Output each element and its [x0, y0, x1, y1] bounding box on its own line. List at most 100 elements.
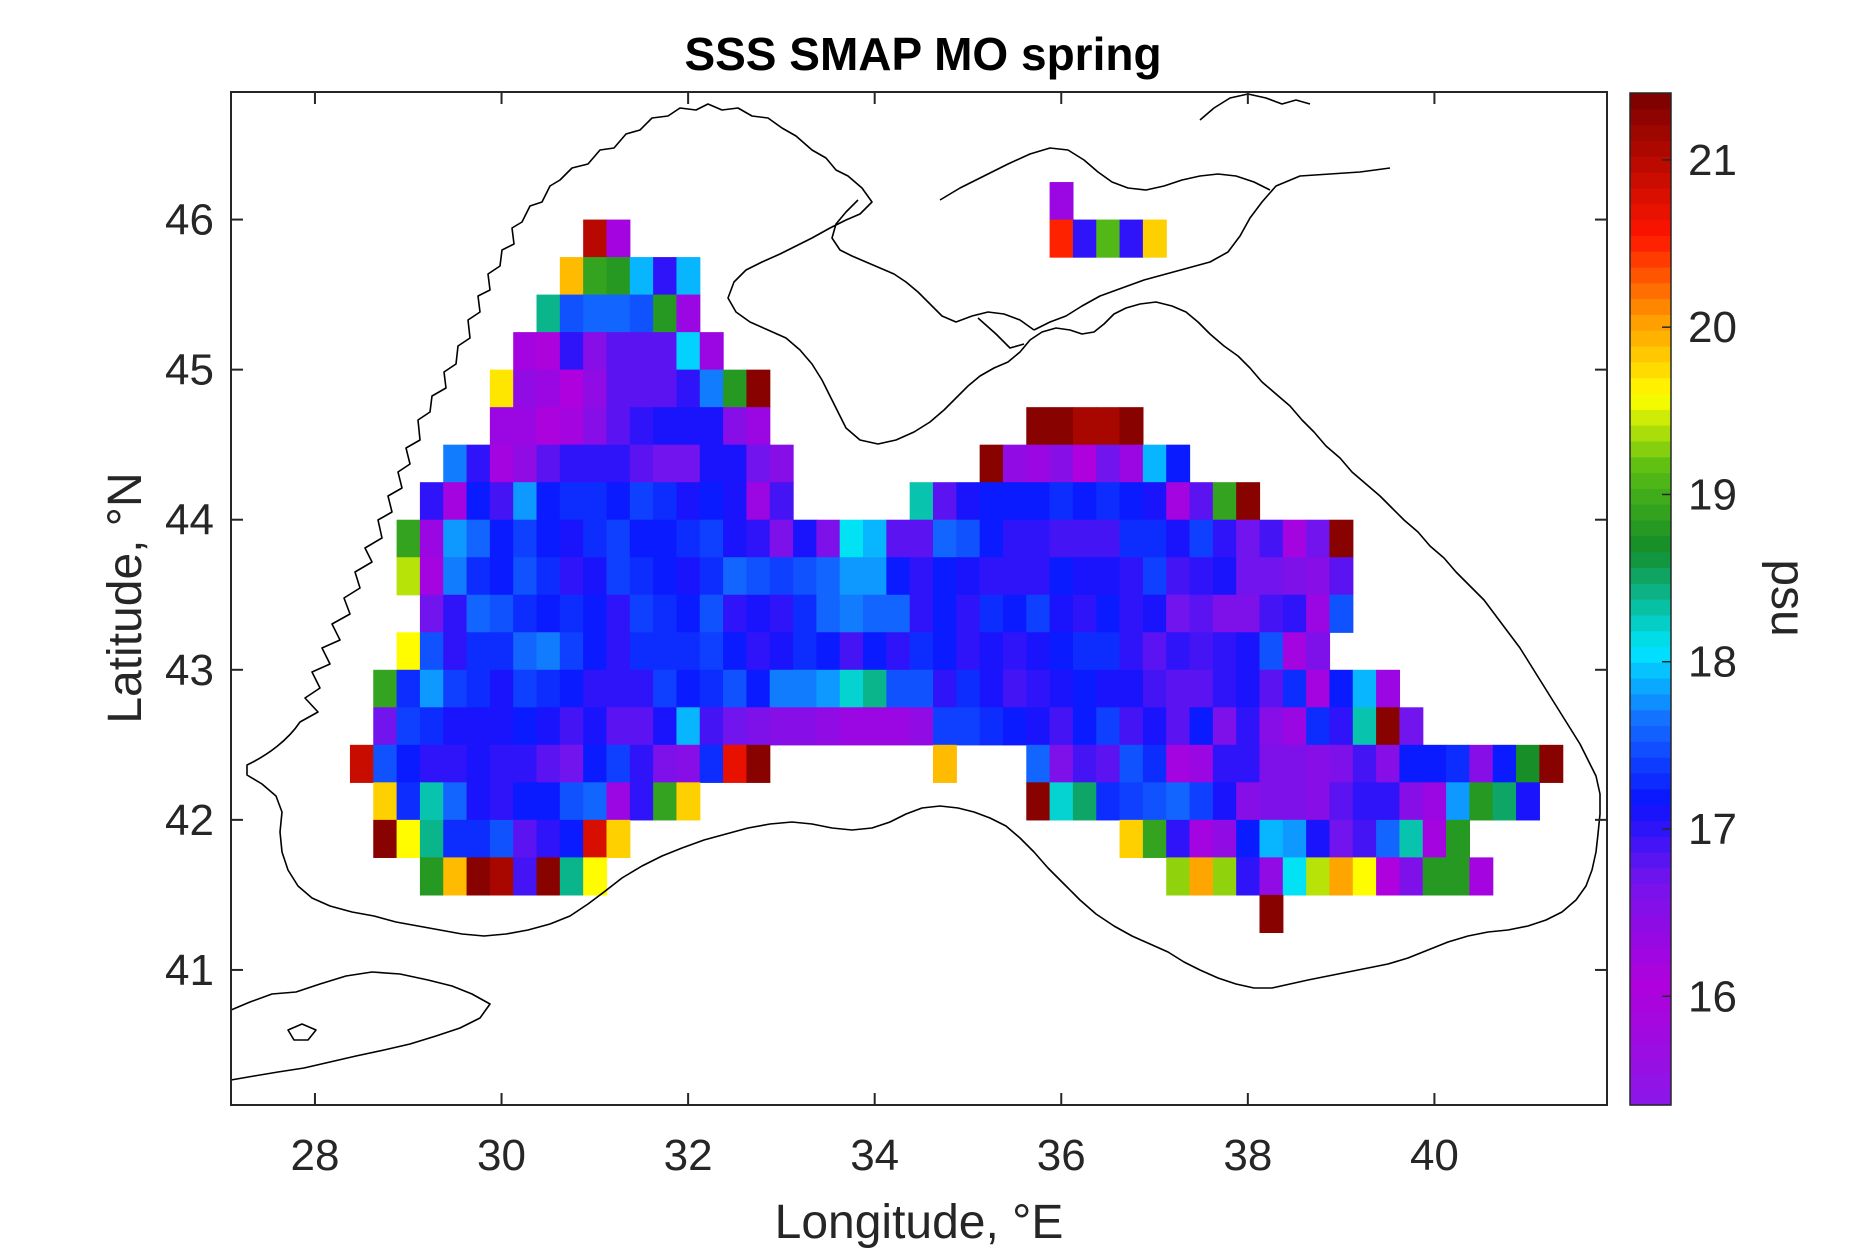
- cell-r12-s0-c3: [466, 632, 491, 671]
- cell-r8-s0-c9: [629, 482, 654, 521]
- cell-r16-s1-c8: [1212, 782, 1237, 821]
- cell-r11-s0-c8: [606, 594, 631, 633]
- cell-r16-s0-c7: [536, 782, 561, 821]
- cell-r15-s1-c0: [932, 744, 957, 783]
- cell-r11-s0-c20: [886, 594, 911, 633]
- cell-r16-s1-c11: [1282, 782, 1307, 821]
- cell-r12-s0-c0: [396, 632, 421, 671]
- cell-r13-s0-c13: [676, 669, 701, 708]
- cell-r9-s0-c37: [1259, 519, 1284, 558]
- cell-r18-s0-c7: [583, 857, 608, 896]
- x-tick-label-1: 30: [477, 1131, 526, 1180]
- cell-r13-s0-c31: [1096, 669, 1121, 708]
- cell-r13-s0-c40: [1306, 669, 1331, 708]
- cell-r13-s0-c39: [1282, 669, 1307, 708]
- cell-r4-s0-c0: [513, 332, 538, 371]
- cell-r8-s0-c11: [676, 482, 701, 521]
- colorbar-tick-label-0: 16: [1688, 972, 1737, 1021]
- cell-r17-s0-c6: [513, 819, 538, 858]
- cell-r8-s0-c1: [443, 482, 468, 521]
- cell-r12-s0-c36: [1236, 632, 1261, 671]
- cell-r10-s0-c4: [489, 557, 514, 596]
- cell-r9-s0-c36: [1236, 519, 1261, 558]
- cell-r16-s1-c15: [1376, 782, 1401, 821]
- cell-r12-s0-c1: [419, 632, 444, 671]
- cell-r14-s0-c15: [723, 707, 748, 746]
- cell-r12-s0-c39: [1306, 632, 1331, 671]
- cell-r13-s0-c9: [583, 669, 608, 708]
- colorbar-band-44: [1630, 393, 1671, 410]
- cell-r15-s0-c15: [699, 744, 724, 783]
- cell-r12-s0-c5: [513, 632, 538, 671]
- cell-r18-s1-c2: [1212, 857, 1237, 896]
- cell-r8-s0-c8: [606, 482, 631, 521]
- x-tick-label-6: 40: [1410, 1131, 1459, 1180]
- colorbar-band-62: [1630, 108, 1671, 126]
- cell-r11-s0-c28: [1072, 594, 1097, 633]
- cell-r9-s0-c3: [466, 519, 491, 558]
- cell-r13-s0-c20: [839, 669, 864, 708]
- cell-r11-s0-c3: [489, 594, 514, 633]
- cell-r15-s2-c2: [1072, 744, 1097, 783]
- cell-r14-s0-c7: [536, 707, 561, 746]
- cell-r1-s1-c2: [1096, 219, 1121, 258]
- cell-r14-s0-c1: [396, 707, 421, 746]
- cell-r15-s0-c12: [629, 744, 654, 783]
- cell-r10-s0-c1: [419, 557, 444, 596]
- cell-r6-s0-c11: [746, 407, 771, 446]
- cell-r17-s0-c3: [443, 819, 468, 858]
- cell-r7-s0-c5: [559, 444, 584, 483]
- cell-r18-s1-c0: [1166, 857, 1191, 896]
- y-tick-label-2: 43: [165, 646, 214, 695]
- cell-r9-s0-c10: [629, 519, 654, 558]
- x-tick-label-2: 32: [664, 1131, 713, 1180]
- cell-r18-s1-c10: [1399, 857, 1424, 896]
- cell-r14-s0-c37: [1236, 707, 1261, 746]
- cell-r6-s1-c3: [1096, 407, 1121, 446]
- cell-r5-s0-c9: [699, 369, 724, 408]
- cell-r13-s0-c24: [932, 669, 957, 708]
- cell-r6-s0-c7: [653, 407, 678, 446]
- cell-r15-s2-c12: [1306, 744, 1331, 783]
- cell-r13-s0-c33: [1142, 669, 1167, 708]
- cell-r6-s0-c2: [536, 407, 561, 446]
- colorbar-band-48: [1630, 330, 1671, 347]
- cell-r9-s0-c15: [746, 519, 771, 558]
- cell-r8-s0-c3: [489, 482, 514, 521]
- cell-r7-s1-c1: [1002, 444, 1027, 483]
- cell-r11-s0-c39: [1329, 594, 1354, 633]
- cell-r1-s1-c1: [1072, 219, 1097, 258]
- cell-r15-s2-c20: [1492, 744, 1517, 783]
- colorbar-band-36: [1630, 519, 1671, 537]
- colorbar-band-2: [1630, 1057, 1671, 1074]
- cell-r15-s2-c6: [1166, 744, 1191, 783]
- cell-r14-s0-c19: [816, 707, 841, 746]
- cell-r17-s0-c5: [489, 819, 514, 858]
- cell-r8-s0-c5: [536, 482, 561, 521]
- colorbar-band-61: [1630, 124, 1671, 142]
- cell-r9-s0-c29: [1072, 519, 1097, 558]
- cell-r9-s0-c21: [886, 519, 911, 558]
- cell-r5-s0-c2: [536, 369, 561, 408]
- cell-r18-s1-c4: [1259, 857, 1284, 896]
- cell-r13-s0-c29: [1049, 669, 1074, 708]
- colorbar-band-54: [1630, 235, 1671, 252]
- cell-r17-s1-c3: [1189, 819, 1214, 858]
- cell-r14-s0-c5: [489, 707, 514, 746]
- cell-r16-s1-c14: [1352, 782, 1377, 821]
- cell-r7-s0-c0: [443, 444, 468, 483]
- cell-r12-s0-c27: [1026, 632, 1051, 671]
- cell-r16-s1-c10: [1259, 782, 1284, 821]
- cell-r9-s0-c13: [699, 519, 724, 558]
- cell-r15-s2-c7: [1189, 744, 1214, 783]
- cell-r13-s0-c42: [1352, 669, 1377, 708]
- cell-r18-s1-c6: [1306, 857, 1331, 896]
- cell-r10-s0-c26: [1002, 557, 1027, 596]
- cell-r11-s0-c24: [979, 594, 1004, 633]
- cell-r12-s0-c2: [443, 632, 468, 671]
- colorbar-band-56: [1630, 203, 1671, 221]
- x-tick-label-3: 34: [850, 1131, 899, 1180]
- colorbar-band-9: [1630, 946, 1671, 964]
- cell-r5-s0-c6: [629, 369, 654, 408]
- cell-r15-s2-c17: [1422, 744, 1447, 783]
